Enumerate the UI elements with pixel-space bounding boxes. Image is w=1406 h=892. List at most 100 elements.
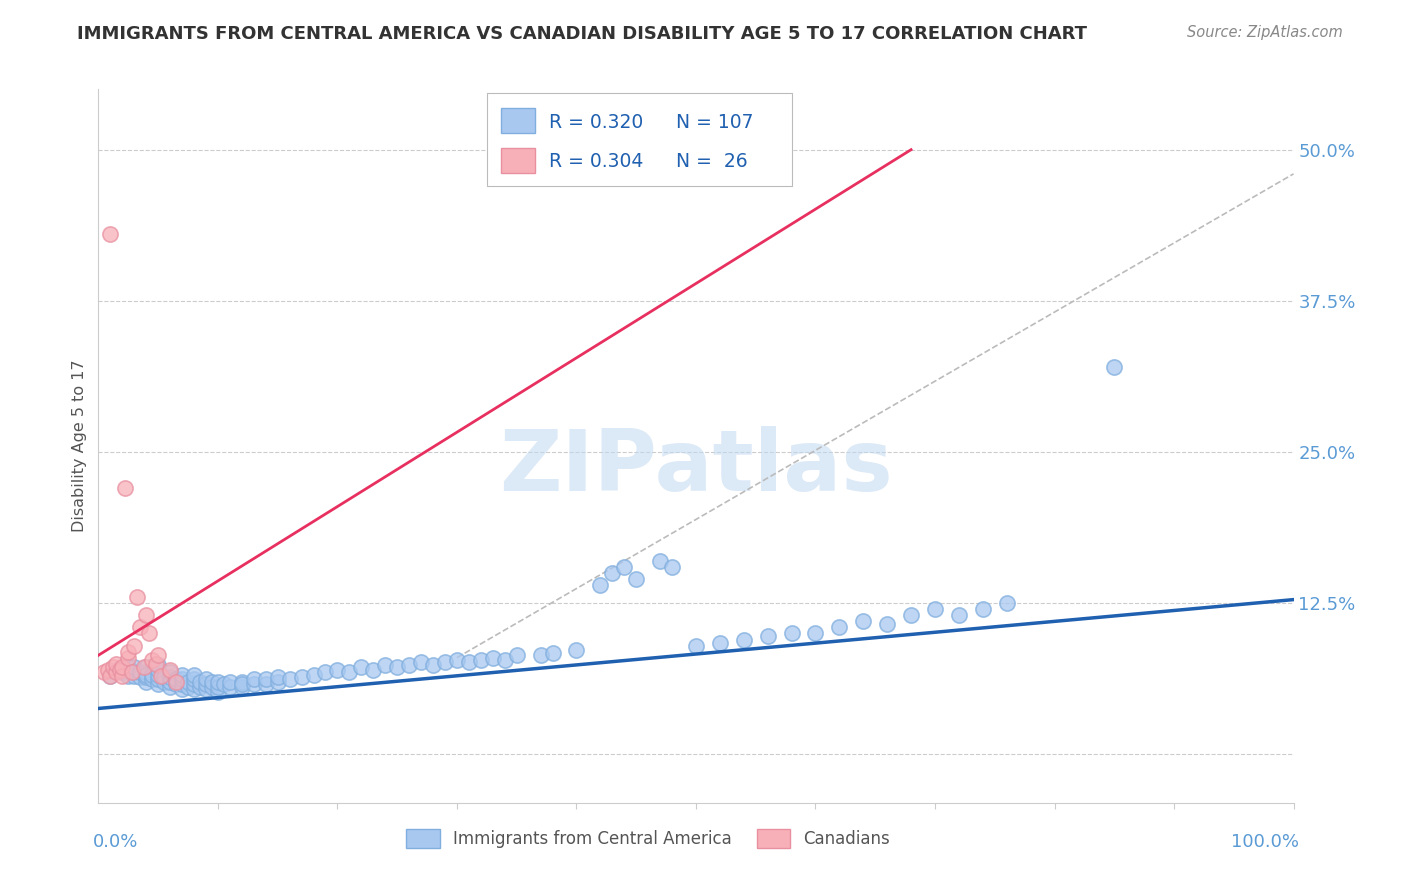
Point [398, 657, 420, 672]
Text: ZIPatlas: ZIPatlas [499, 425, 893, 509]
Point [165, 673, 187, 687]
Point [98, 227, 122, 242]
Point [219, 680, 242, 694]
Point [494, 653, 516, 667]
Point [207, 680, 229, 694]
Point [125, 590, 148, 604]
Point [148, 663, 170, 677]
Point [648, 554, 672, 568]
Point [363, 663, 385, 677]
Point [326, 663, 349, 677]
Point [93, 665, 115, 680]
Point [135, 667, 157, 681]
Point [188, 680, 211, 694]
Point [243, 677, 266, 691]
Point [589, 578, 612, 592]
Point [924, 602, 946, 616]
Point [98, 669, 122, 683]
Point [481, 650, 505, 665]
Point [159, 674, 181, 689]
Point [117, 650, 139, 665]
Point [129, 670, 152, 684]
Point [243, 673, 266, 687]
Point [302, 667, 325, 681]
Point [98, 669, 122, 683]
Point [948, 608, 970, 623]
Point [135, 665, 157, 680]
Point [530, 648, 553, 663]
Point [114, 481, 136, 495]
Point [254, 677, 277, 691]
Point [141, 653, 163, 667]
Point [231, 680, 253, 694]
Point [828, 620, 851, 634]
Point [135, 608, 157, 623]
Point [138, 626, 160, 640]
Point [852, 615, 875, 629]
Point [97, 663, 120, 677]
Point [117, 645, 139, 659]
Point [565, 643, 588, 657]
Point [135, 670, 157, 684]
Point [183, 673, 205, 687]
Point [159, 680, 181, 694]
Point [124, 669, 146, 683]
Point [108, 663, 131, 677]
Point [613, 560, 636, 574]
Point [267, 670, 290, 684]
Point [339, 665, 361, 680]
Point [165, 674, 187, 689]
Point [121, 665, 143, 680]
FancyBboxPatch shape [501, 148, 534, 173]
Point [995, 596, 1018, 610]
Point [135, 660, 157, 674]
Point [183, 677, 205, 691]
Point [374, 657, 396, 672]
Point [141, 667, 163, 681]
Point [231, 674, 253, 689]
Point [219, 674, 242, 689]
Point [148, 673, 170, 687]
Point [411, 656, 433, 670]
Point [195, 677, 218, 691]
Point [188, 674, 211, 689]
Y-axis label: Disability Age 5 to 17: Disability Age 5 to 17 [72, 359, 87, 533]
Point [231, 677, 253, 691]
Point [207, 674, 229, 689]
Point [105, 665, 128, 680]
Point [733, 632, 755, 647]
Text: 0.0%: 0.0% [93, 833, 138, 851]
Point [153, 670, 176, 684]
Point [207, 684, 229, 698]
Point [172, 682, 194, 697]
Point [350, 660, 373, 674]
Text: R = 0.320: R = 0.320 [548, 113, 643, 132]
Point [159, 670, 181, 684]
Point [291, 670, 314, 684]
Text: IMMIGRANTS FROM CENTRAL AMERICA VS CANADIAN DISABILITY AGE 5 TO 17 CORRELATION C: IMMIGRANTS FROM CENTRAL AMERICA VS CANAD… [77, 25, 1087, 43]
Point [541, 646, 564, 660]
Point [129, 620, 152, 634]
FancyBboxPatch shape [486, 93, 792, 186]
Point [149, 669, 172, 683]
Point [148, 667, 170, 681]
Point [602, 566, 624, 580]
Point [434, 656, 457, 670]
Point [972, 602, 994, 616]
Point [159, 665, 181, 680]
Point [159, 663, 181, 677]
Point [900, 608, 922, 623]
Point [756, 629, 779, 643]
Point [145, 657, 167, 671]
Point [148, 677, 170, 691]
Point [117, 660, 139, 674]
Point [422, 657, 444, 672]
Point [315, 665, 337, 680]
Point [183, 667, 205, 681]
Point [626, 572, 648, 586]
Point [165, 677, 187, 691]
Point [111, 665, 134, 680]
Point [780, 626, 803, 640]
Point [105, 663, 128, 677]
Point [177, 680, 200, 694]
